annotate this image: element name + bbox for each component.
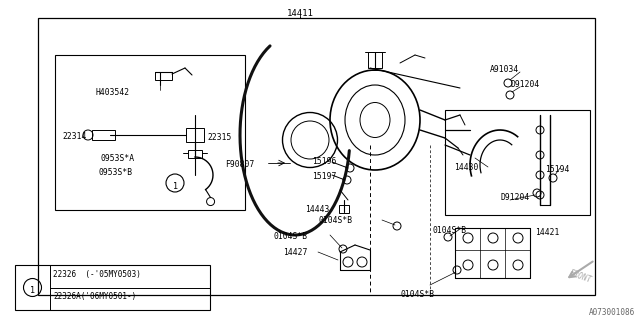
Text: 0104S*B: 0104S*B: [273, 232, 307, 241]
Text: 15194: 15194: [545, 165, 570, 174]
Bar: [92, 130, 115, 140]
Text: 14421: 14421: [535, 228, 559, 237]
Text: 0104S*B: 0104S*B: [318, 216, 352, 225]
Bar: [38, 18, 595, 295]
Text: 22326A('06MY0501-): 22326A('06MY0501-): [53, 292, 136, 300]
Text: 14443: 14443: [305, 205, 330, 214]
Text: A91034: A91034: [490, 65, 519, 74]
Text: 1: 1: [173, 181, 177, 190]
Text: A073001086: A073001086: [589, 308, 635, 317]
Bar: [55, 55, 245, 210]
Bar: [15, 265, 210, 310]
Text: 0104S*B: 0104S*B: [400, 290, 434, 299]
Bar: [339, 205, 349, 213]
Text: FRONT: FRONT: [568, 268, 593, 284]
Text: 22315: 22315: [207, 133, 232, 142]
Text: D91204: D91204: [500, 193, 529, 202]
Text: 14430: 14430: [454, 163, 478, 172]
Bar: [155, 72, 172, 80]
Text: 0953S*B: 0953S*B: [98, 168, 132, 177]
Text: 15197: 15197: [312, 172, 337, 181]
Text: 22314: 22314: [62, 132, 86, 141]
Text: 15196: 15196: [312, 157, 337, 166]
Bar: [445, 110, 590, 215]
Text: 0104S*B: 0104S*B: [432, 226, 466, 235]
Text: F90807: F90807: [225, 160, 254, 169]
Text: 14427: 14427: [283, 248, 307, 257]
Bar: [368, 52, 382, 68]
Text: 14411: 14411: [287, 9, 314, 18]
Text: D91204: D91204: [510, 80, 540, 89]
Text: 0953S*A: 0953S*A: [100, 154, 134, 163]
Text: 1: 1: [30, 286, 35, 295]
Text: H403542: H403542: [95, 88, 129, 97]
Bar: [188, 150, 202, 158]
Text: 22326  (-'05MY0503): 22326 (-'05MY0503): [53, 270, 141, 279]
Bar: [186, 128, 204, 142]
